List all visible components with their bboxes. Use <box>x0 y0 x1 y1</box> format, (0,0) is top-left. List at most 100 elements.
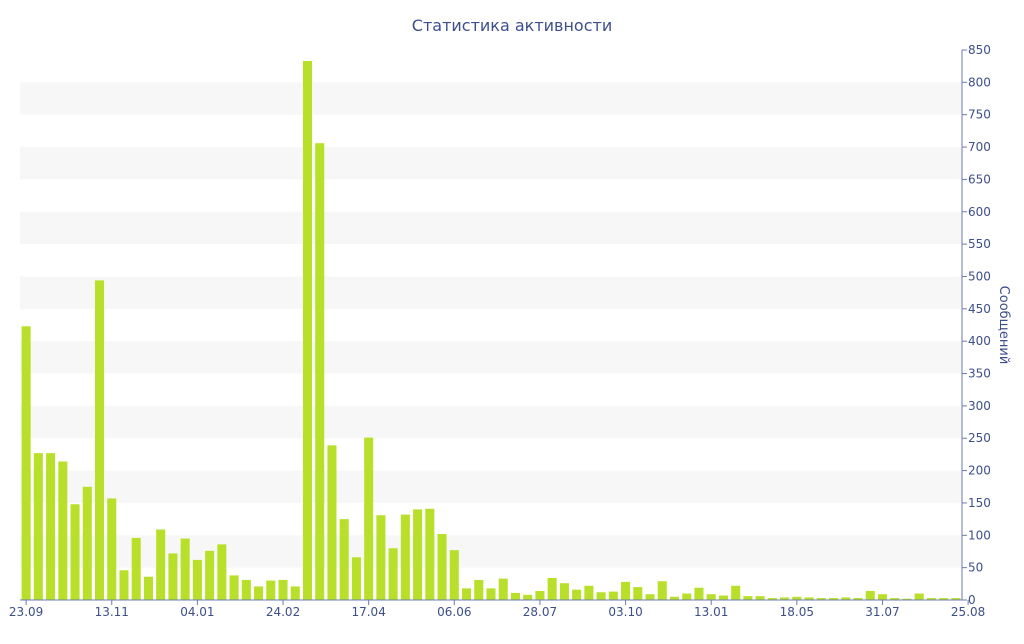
y-tick-label: 750 <box>968 108 991 122</box>
y-tick-label: 300 <box>968 399 991 413</box>
bar <box>792 596 802 600</box>
x-tick-label: 13.01 <box>694 605 728 619</box>
bar <box>449 550 459 600</box>
bar <box>743 596 753 600</box>
x-tick-label: 31.07 <box>865 605 899 619</box>
bar <box>535 590 545 600</box>
bar <box>633 587 643 600</box>
grid-band <box>20 211 962 245</box>
bar <box>46 453 56 600</box>
y-tick-label: 700 <box>968 140 991 154</box>
y-tick-label: 400 <box>968 334 991 348</box>
bar <box>669 596 680 600</box>
y-axis: 0 50 100 150 200 250 300 350 400 450 500 550 600 650 7… <box>961 43 991 607</box>
bar <box>731 585 741 600</box>
grid-band <box>20 405 962 439</box>
grid-bands <box>20 82 962 568</box>
bar-series <box>21 61 961 600</box>
bar <box>902 598 912 600</box>
bar <box>523 594 533 600</box>
bar <box>290 586 300 600</box>
y-tick-label: 250 <box>968 431 991 445</box>
y-tick-label: 500 <box>968 269 991 283</box>
x-tick-label: 03.10 <box>608 605 642 619</box>
bar <box>180 538 190 600</box>
bar <box>621 581 631 600</box>
bar <box>510 592 520 600</box>
x-tick-label: 23.09 <box>9 605 43 619</box>
bar <box>486 588 496 600</box>
bar <box>425 508 435 600</box>
x-tick-label: 18.05 <box>780 605 814 619</box>
bar <box>596 592 606 600</box>
bar <box>437 534 447 600</box>
bar <box>205 550 215 600</box>
y-tick-label: 200 <box>968 464 991 478</box>
bar <box>547 578 557 600</box>
y-tick-label: 850 <box>968 43 991 57</box>
bar <box>192 559 202 600</box>
bar <box>131 537 141 600</box>
bar <box>254 586 264 600</box>
y-tick-label: 0 <box>968 593 976 607</box>
y-tick-label: 800 <box>968 75 991 89</box>
bar <box>168 553 178 600</box>
grid-band <box>20 276 962 309</box>
bar <box>462 588 472 600</box>
x-tick-label: 06.06 <box>437 605 471 619</box>
x-tick-label: 25.08 <box>951 605 985 619</box>
bar <box>559 583 569 600</box>
bar <box>767 598 777 600</box>
y-tick-label: 550 <box>968 237 991 251</box>
chart-title: Статистика активности <box>412 16 612 35</box>
grid-band <box>20 341 962 374</box>
bar <box>804 597 814 600</box>
bar <box>315 143 325 600</box>
bar <box>33 453 43 600</box>
bar <box>706 594 716 600</box>
bar <box>951 598 961 600</box>
x-tick-label: 04.01 <box>180 605 214 619</box>
bar <box>498 578 508 600</box>
grid-band <box>20 82 962 115</box>
bar <box>890 598 900 600</box>
bar <box>241 579 251 600</box>
bar <box>278 579 288 600</box>
bar <box>584 585 594 600</box>
bar <box>70 504 80 600</box>
grid-band <box>20 147 962 180</box>
bar <box>718 595 728 600</box>
bar <box>682 593 692 600</box>
bar <box>400 514 410 600</box>
bar <box>816 598 826 600</box>
bar <box>608 591 618 600</box>
y-tick-label: 600 <box>968 205 991 219</box>
bar <box>376 515 386 600</box>
bar <box>853 598 863 600</box>
x-tick-label: 17.04 <box>351 605 385 619</box>
bar <box>388 548 398 600</box>
bar <box>339 519 349 600</box>
bar <box>694 587 704 600</box>
bar <box>914 593 924 600</box>
y-axis-label: Сообщений <box>996 286 1011 365</box>
y-tick-label: 450 <box>968 302 991 316</box>
bar <box>877 594 887 600</box>
bar <box>926 598 936 600</box>
bar <box>572 589 582 600</box>
grid-band <box>20 470 962 503</box>
bar <box>156 529 166 600</box>
bar <box>119 570 129 600</box>
y-tick-label: 350 <box>968 367 991 381</box>
y-tick-label: 650 <box>968 172 991 186</box>
bar <box>94 280 105 600</box>
bar <box>327 445 337 600</box>
bar <box>474 579 484 600</box>
bar <box>755 596 765 600</box>
bar <box>413 509 423 600</box>
bar <box>645 594 655 600</box>
bar <box>351 557 361 600</box>
y-tick-label: 50 <box>968 561 983 575</box>
bar <box>865 590 875 600</box>
